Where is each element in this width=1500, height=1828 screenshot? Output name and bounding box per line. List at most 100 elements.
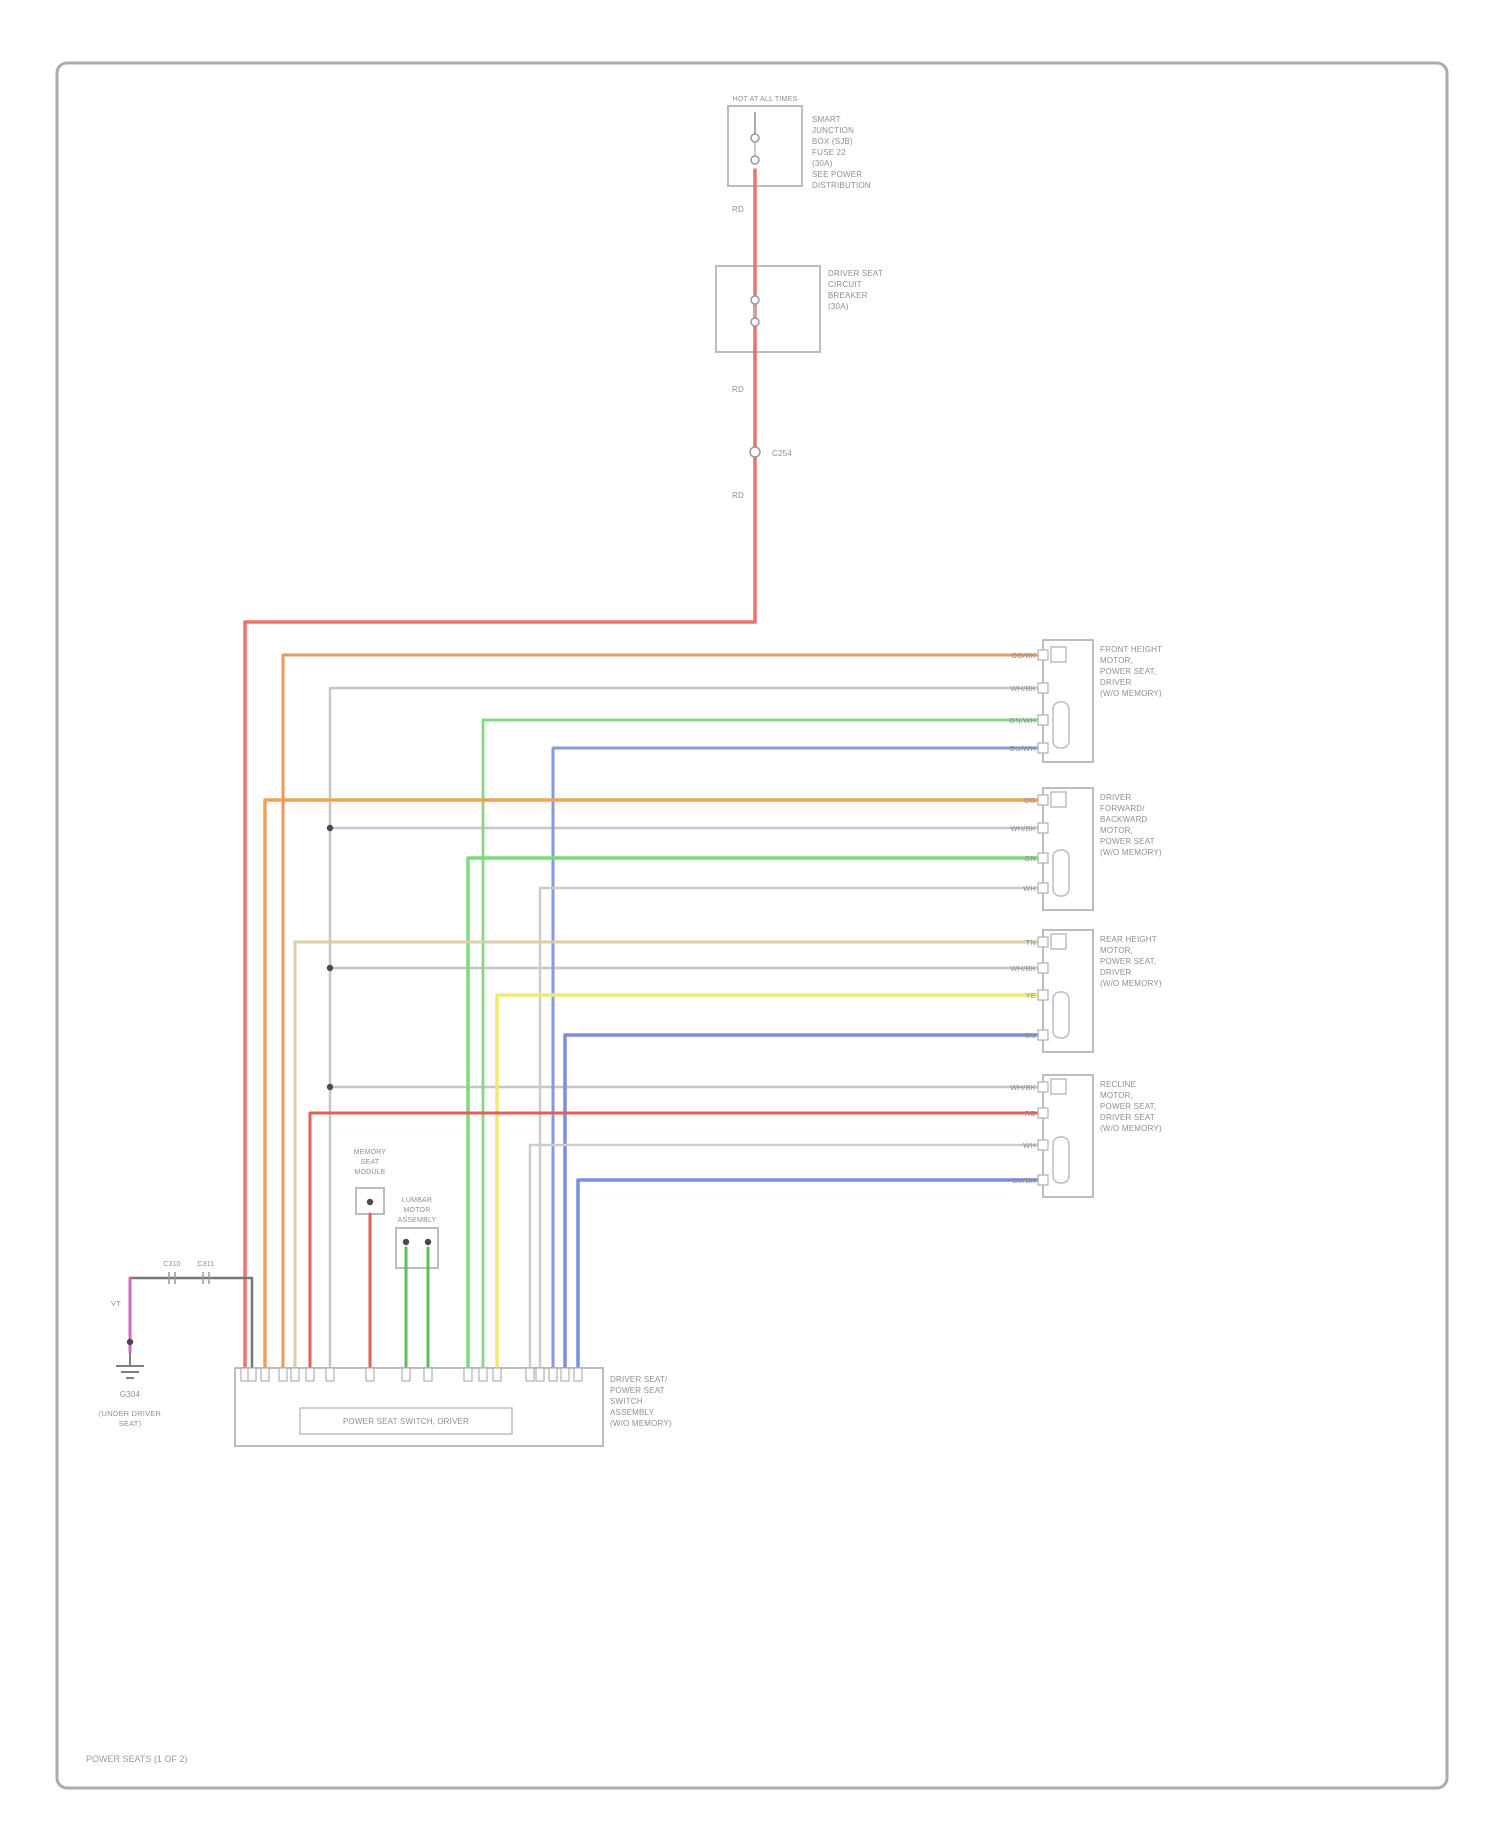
diagram-label: DISTRIBUTION [812, 181, 871, 190]
diagram-label: POWER SEAT, [1100, 957, 1156, 966]
connector-pin [1037, 822, 1049, 834]
diagram-label: BU [1025, 1031, 1036, 1040]
diagram-label: OG [1024, 796, 1036, 805]
forward-orange-wire [263, 798, 1045, 1370]
diagram-label: MOTOR [404, 1207, 431, 1214]
diagram-label: MEMORY [354, 1149, 387, 1156]
diagram-label: JUNCTION [812, 126, 854, 135]
motor-symbol-square [1050, 646, 1067, 663]
recline-blue-wire [576, 1178, 1045, 1370]
diagram-label: (W/O MEMORY) [610, 1419, 672, 1428]
connector-pin [401, 1367, 411, 1382]
fuse-terminal [750, 155, 760, 165]
diagram-label: (W/O MEMORY) [1100, 979, 1162, 988]
diagram-label: BACKWARD [1100, 815, 1148, 824]
connector-pin [1037, 682, 1049, 694]
diagram-label: RD [1025, 1109, 1037, 1118]
diagram-label: FORWARD/ [1100, 804, 1145, 813]
diagram-label: RECLINE [1100, 1080, 1136, 1089]
connector-pin [1037, 882, 1049, 894]
junction-dot [326, 824, 334, 832]
diagram-label: POWER SEAT SWITCH, DRIVER [343, 1417, 469, 1426]
diagram-label: (W/O MEMORY) [1100, 1124, 1162, 1133]
connector-pin [492, 1367, 502, 1382]
connector-pin [1037, 794, 1049, 806]
diagram-label: REAR HEIGHT [1100, 935, 1157, 944]
diagram-label: DRIVER SEAT [828, 269, 883, 278]
diagram-label: SEAT [361, 1159, 380, 1166]
connector-pin [247, 1367, 257, 1382]
forward-green-wire [466, 856, 1045, 1370]
recline-motor-box [1042, 1074, 1094, 1198]
connector-pin [260, 1367, 270, 1382]
diagram-label: POWER SEAT, [1100, 667, 1156, 676]
diagram-label: DRIVER SEAT/ [610, 1375, 668, 1384]
diagram-label: GN [1024, 854, 1036, 863]
diagram-label: C254 [772, 449, 792, 458]
diagram-label: POWER SEAT [610, 1386, 665, 1395]
diagram-label: DRIVER [1100, 793, 1131, 802]
rear-height-tan-wire [293, 940, 1045, 1370]
diagram-label: BREAKER [828, 291, 868, 300]
diagram-label: SEAT) [119, 1419, 142, 1428]
junction-dot [402, 1238, 410, 1246]
diagram-label: WH/BK [1010, 824, 1036, 833]
diagram-label: (W/O MEMORY) [1100, 848, 1162, 857]
junction-dot [326, 964, 334, 972]
connector-pin [1037, 852, 1049, 864]
diagram-label: BU/WH [1010, 744, 1036, 753]
diagram-label: WH/BK [1010, 964, 1036, 973]
diagram-label: VT [111, 1299, 121, 1308]
connector-pin [535, 1367, 545, 1382]
diagram-label: ASSEMBLY [610, 1408, 655, 1417]
motor-symbol-square [1050, 1078, 1067, 1095]
diagram-label: (UNDER DRIVER [99, 1409, 162, 1418]
diagram-label: YE [1026, 991, 1036, 1000]
motor-symbol-square [1050, 791, 1067, 808]
connector-pin [1037, 1174, 1049, 1186]
diagram-label: OG/BK [1011, 651, 1036, 660]
forward-backward-motor-box [1042, 787, 1094, 911]
motor-symbol-square [1050, 933, 1067, 950]
diagram-label: (W/O MEMORY) [1100, 689, 1162, 698]
motor-symbol-slot [1052, 991, 1070, 1039]
connector-pin [1037, 1107, 1049, 1119]
connector-pin [1037, 1029, 1049, 1041]
connector-pin [1037, 989, 1049, 1001]
breaker-terminal [750, 295, 760, 305]
diagram-label: POWER SEAT [1100, 837, 1155, 846]
connector-pin [365, 1367, 375, 1382]
connector-pin [305, 1367, 315, 1382]
diagram-label: MOTOR, [1100, 946, 1133, 955]
switch-label-strip [299, 1407, 513, 1435]
front-height-green-wire [481, 718, 1045, 1370]
diagram-label: RD [732, 205, 744, 214]
diagram-caption: POWER SEATS (1 OF 2) [86, 1754, 188, 1764]
diagram-label: MODULE [354, 1169, 385, 1176]
connector-pin [525, 1367, 535, 1382]
diagram-label: LUMBAR [402, 1197, 432, 1204]
diagram-label: WH [1023, 1141, 1036, 1150]
connector-pin [463, 1367, 473, 1382]
diagram-label: WH/BK [1010, 1083, 1036, 1092]
diagram-label: SMART [812, 115, 841, 124]
diagram-label: G304 [120, 1390, 141, 1399]
connector-pin [1037, 962, 1049, 974]
diagram-label: FRONT HEIGHT [1100, 645, 1162, 654]
junction-dot [126, 1338, 134, 1346]
motor-symbol-slot [1052, 1136, 1070, 1184]
diagram-label: MOTOR, [1100, 1091, 1133, 1100]
diagram-label: BU/BK [1012, 1176, 1036, 1185]
diagram-label: DRIVER SEAT [1100, 1113, 1155, 1122]
junction-dot [424, 1238, 432, 1246]
diagram-label: MOTOR, [1100, 826, 1133, 835]
diagram-label: RD [732, 385, 744, 394]
connector-pin [1037, 742, 1049, 754]
connector-pin [478, 1367, 488, 1382]
connector-pin [1037, 714, 1049, 726]
connector-pin [548, 1367, 558, 1382]
power-feed-red-wire [243, 168, 757, 1370]
front-height-up-wire [281, 653, 1045, 1370]
